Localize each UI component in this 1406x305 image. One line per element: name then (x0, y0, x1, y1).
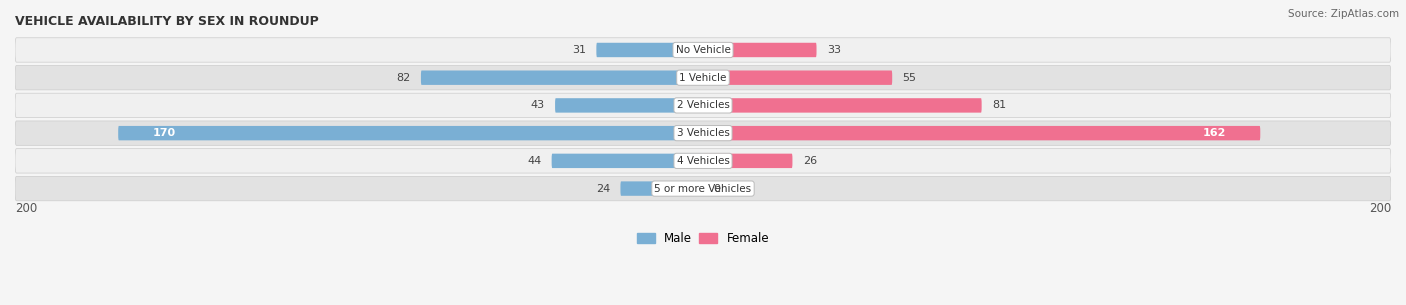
FancyBboxPatch shape (15, 121, 1391, 145)
FancyBboxPatch shape (15, 38, 1391, 62)
FancyBboxPatch shape (15, 149, 1391, 173)
FancyBboxPatch shape (15, 176, 1391, 201)
FancyBboxPatch shape (703, 126, 1260, 140)
FancyBboxPatch shape (703, 70, 893, 85)
FancyBboxPatch shape (703, 98, 981, 113)
FancyBboxPatch shape (620, 181, 703, 196)
Text: 0: 0 (713, 184, 720, 194)
FancyBboxPatch shape (15, 66, 1391, 90)
Text: 3 Vehicles: 3 Vehicles (676, 128, 730, 138)
Text: 162: 162 (1202, 128, 1226, 138)
Text: 1 Vehicle: 1 Vehicle (679, 73, 727, 83)
FancyBboxPatch shape (118, 126, 703, 140)
Text: 55: 55 (903, 73, 917, 83)
Text: 81: 81 (993, 100, 1007, 110)
Text: 24: 24 (596, 184, 610, 194)
Text: 200: 200 (1369, 203, 1391, 215)
Text: 31: 31 (572, 45, 586, 55)
Text: 170: 170 (153, 128, 176, 138)
FancyBboxPatch shape (551, 154, 703, 168)
FancyBboxPatch shape (420, 70, 703, 85)
Text: 44: 44 (527, 156, 541, 166)
FancyBboxPatch shape (703, 43, 817, 57)
Text: 200: 200 (15, 203, 37, 215)
FancyBboxPatch shape (15, 93, 1391, 118)
Text: 33: 33 (827, 45, 841, 55)
Text: 43: 43 (530, 100, 544, 110)
FancyBboxPatch shape (703, 154, 793, 168)
Text: 5 or more Vehicles: 5 or more Vehicles (654, 184, 752, 194)
Text: 4 Vehicles: 4 Vehicles (676, 156, 730, 166)
Text: VEHICLE AVAILABILITY BY SEX IN ROUNDUP: VEHICLE AVAILABILITY BY SEX IN ROUNDUP (15, 15, 319, 28)
Text: 26: 26 (803, 156, 817, 166)
Text: Source: ZipAtlas.com: Source: ZipAtlas.com (1288, 9, 1399, 19)
Legend: Male, Female: Male, Female (633, 227, 773, 250)
Text: 82: 82 (396, 73, 411, 83)
Text: 2 Vehicles: 2 Vehicles (676, 100, 730, 110)
Text: No Vehicle: No Vehicle (675, 45, 731, 55)
FancyBboxPatch shape (555, 98, 703, 113)
FancyBboxPatch shape (596, 43, 703, 57)
